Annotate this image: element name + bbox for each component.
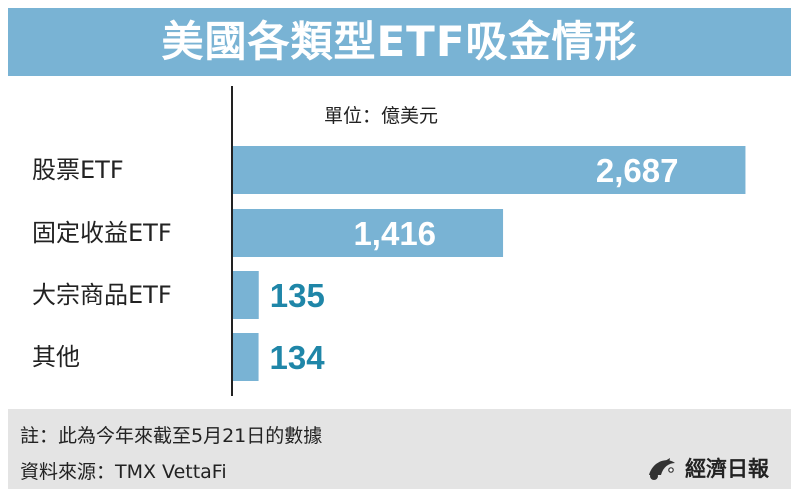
chart-area: 單位：億美元股票ETF 2,687 固定收益ETF 1,416 大宗商品ETF 135 其他…: [8, 76, 791, 409]
unit-label: 單位：億美元: [324, 105, 438, 127]
brand: 經濟日報: [645, 453, 769, 483]
category-label: 其他: [32, 343, 80, 371]
category-label: 股票ETF: [32, 156, 124, 184]
footer: 註：此為今年來截至5月21日的數據 資料來源：TMX VettaFi 經濟日報: [8, 409, 791, 493]
value-label: 134: [270, 339, 326, 376]
bar: [233, 333, 259, 381]
value-label: 135: [270, 277, 325, 314]
value-label: 2,687: [596, 152, 679, 189]
chart-title: 美國各類型ETF吸金情形: [161, 16, 638, 66]
title-bar: 美國各類型ETF吸金情形: [0, 0, 799, 76]
source-note: 資料來源：TMX VettaFi: [20, 461, 227, 483]
brand-logo-icon: [649, 458, 675, 480]
brand-name: 經濟日報: [685, 457, 769, 481]
bar: [233, 146, 746, 194]
category-label: 固定收益ETF: [32, 219, 172, 247]
bar: [233, 271, 259, 319]
category-label: 大宗商品ETF: [32, 281, 172, 309]
bar: [233, 209, 504, 257]
value-label: 1,416: [353, 215, 436, 252]
footnote: 註：此為今年來截至5月21日的數據: [20, 425, 323, 447]
